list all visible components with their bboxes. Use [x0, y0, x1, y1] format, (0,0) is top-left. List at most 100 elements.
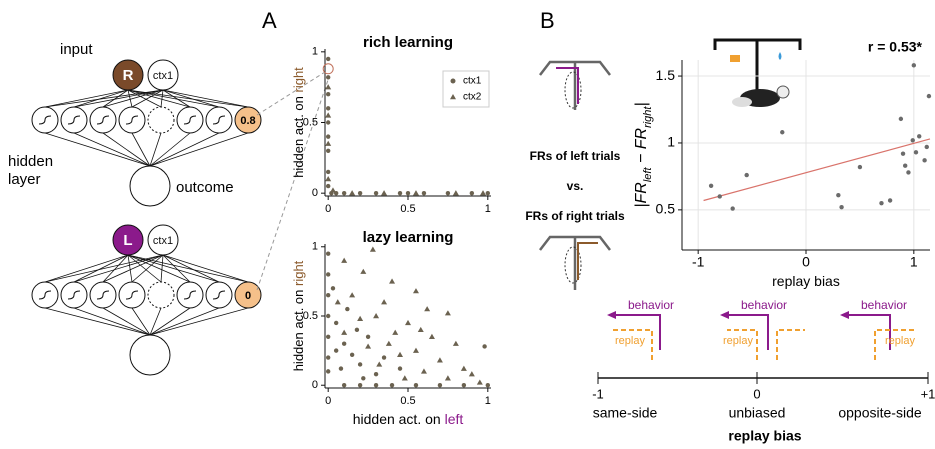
- data-point: [326, 314, 330, 318]
- y-tick-label: 1: [312, 241, 318, 253]
- axis-label-part: hidden act. on: [353, 411, 445, 427]
- hidden-label: layer: [8, 171, 41, 188]
- data-point: [405, 320, 411, 325]
- axis-label-part: |FR: [633, 182, 650, 208]
- data-point: [445, 375, 451, 380]
- data-point: [325, 141, 331, 146]
- bias-category: opposite-side: [838, 405, 921, 421]
- maze-text: FRs of left trials: [530, 149, 621, 163]
- legend-label: ctx1: [463, 76, 482, 87]
- data-point: [730, 206, 734, 210]
- fit-line: [704, 139, 930, 201]
- axis-label-part: hidden act. on: [291, 93, 306, 178]
- data-point: [373, 313, 379, 318]
- data-point: [374, 191, 378, 195]
- data-point: [421, 368, 427, 373]
- edge: [128, 255, 248, 282]
- data-point: [446, 191, 450, 195]
- input-label: input: [60, 41, 93, 58]
- chart-title: lazy learning: [363, 229, 454, 246]
- data-point: [326, 293, 330, 297]
- bias-category: same-side: [593, 405, 658, 421]
- maze-icon: [540, 62, 610, 290]
- data-point: [326, 57, 330, 61]
- data-point: [744, 173, 748, 177]
- data-point: [370, 247, 376, 252]
- data-point: [390, 383, 394, 387]
- axis-label: hidden act. on right: [291, 67, 306, 178]
- data-point: [331, 286, 335, 290]
- data-point: [418, 327, 424, 332]
- data-point: [358, 191, 362, 195]
- data-point: [326, 184, 330, 188]
- hidden-label: hidden: [8, 153, 53, 170]
- chart: -1010.511.5r = 0.53*: [656, 39, 932, 270]
- data-point: [341, 258, 347, 263]
- maze-text: vs.: [567, 179, 584, 193]
- data-point: [326, 120, 330, 124]
- data-point: [326, 335, 330, 339]
- axis-label-part: hidden act. on: [291, 286, 306, 371]
- bias-axis-label: replay bias: [728, 428, 801, 444]
- outcome-node: [130, 166, 170, 206]
- data-point: [438, 383, 442, 387]
- data-point: [888, 198, 892, 202]
- data-point: [413, 288, 419, 293]
- hidden-node: [148, 107, 174, 133]
- data-point: [911, 138, 915, 142]
- data-point: [480, 190, 486, 195]
- input-node-label: L: [123, 232, 132, 249]
- hidden-value: 0: [245, 290, 251, 302]
- data-point: [925, 145, 929, 149]
- x-tick-label: 0.5: [400, 203, 415, 215]
- data-point: [858, 165, 862, 169]
- data-point: [326, 75, 330, 79]
- data-point: [349, 190, 355, 195]
- data-point: [358, 362, 362, 366]
- edge: [128, 90, 132, 107]
- axis-label-part: |: [633, 102, 650, 106]
- panel-label: A: [262, 8, 277, 33]
- data-point: [326, 92, 330, 96]
- edge: [103, 308, 150, 335]
- x-tick-label: 1: [910, 254, 918, 270]
- data-point: [358, 383, 362, 387]
- x-tick-label: 0: [325, 203, 331, 215]
- edge: [74, 308, 150, 335]
- data-point: [325, 176, 331, 181]
- data-point: [486, 191, 490, 195]
- data-point: [326, 149, 330, 153]
- axis-label-part: left: [445, 411, 464, 427]
- data-point: [922, 158, 926, 162]
- data-point: [462, 383, 466, 387]
- axis-label: hidden act. on left: [353, 411, 464, 427]
- data-point: [469, 371, 475, 376]
- x-tick-label: 1: [485, 395, 491, 407]
- behavior-label: behavior: [741, 298, 787, 312]
- data-point: [342, 341, 346, 345]
- input-node-label: R: [123, 67, 134, 84]
- data-point: [901, 151, 905, 155]
- edge: [128, 90, 248, 107]
- x-tick-label: 0: [325, 395, 331, 407]
- data-point: [381, 299, 387, 304]
- data-point: [402, 375, 408, 380]
- edge: [161, 255, 163, 282]
- bias-tick: 0: [753, 386, 760, 401]
- data-point: [453, 190, 459, 195]
- data-point: [355, 328, 359, 332]
- x-tick-label: 0: [802, 254, 810, 270]
- data-point: [912, 63, 916, 67]
- bias-schematic: [598, 311, 928, 384]
- data-point: [326, 369, 330, 373]
- data-point: [424, 306, 430, 311]
- data-point: [413, 190, 419, 195]
- edge: [74, 255, 128, 282]
- data-point: [482, 344, 486, 348]
- data-point: [326, 272, 330, 276]
- data-point: [836, 193, 840, 197]
- axis-label-part: − FR: [633, 127, 650, 167]
- hidden-value: 0.8: [240, 115, 255, 127]
- data-point: [342, 383, 346, 387]
